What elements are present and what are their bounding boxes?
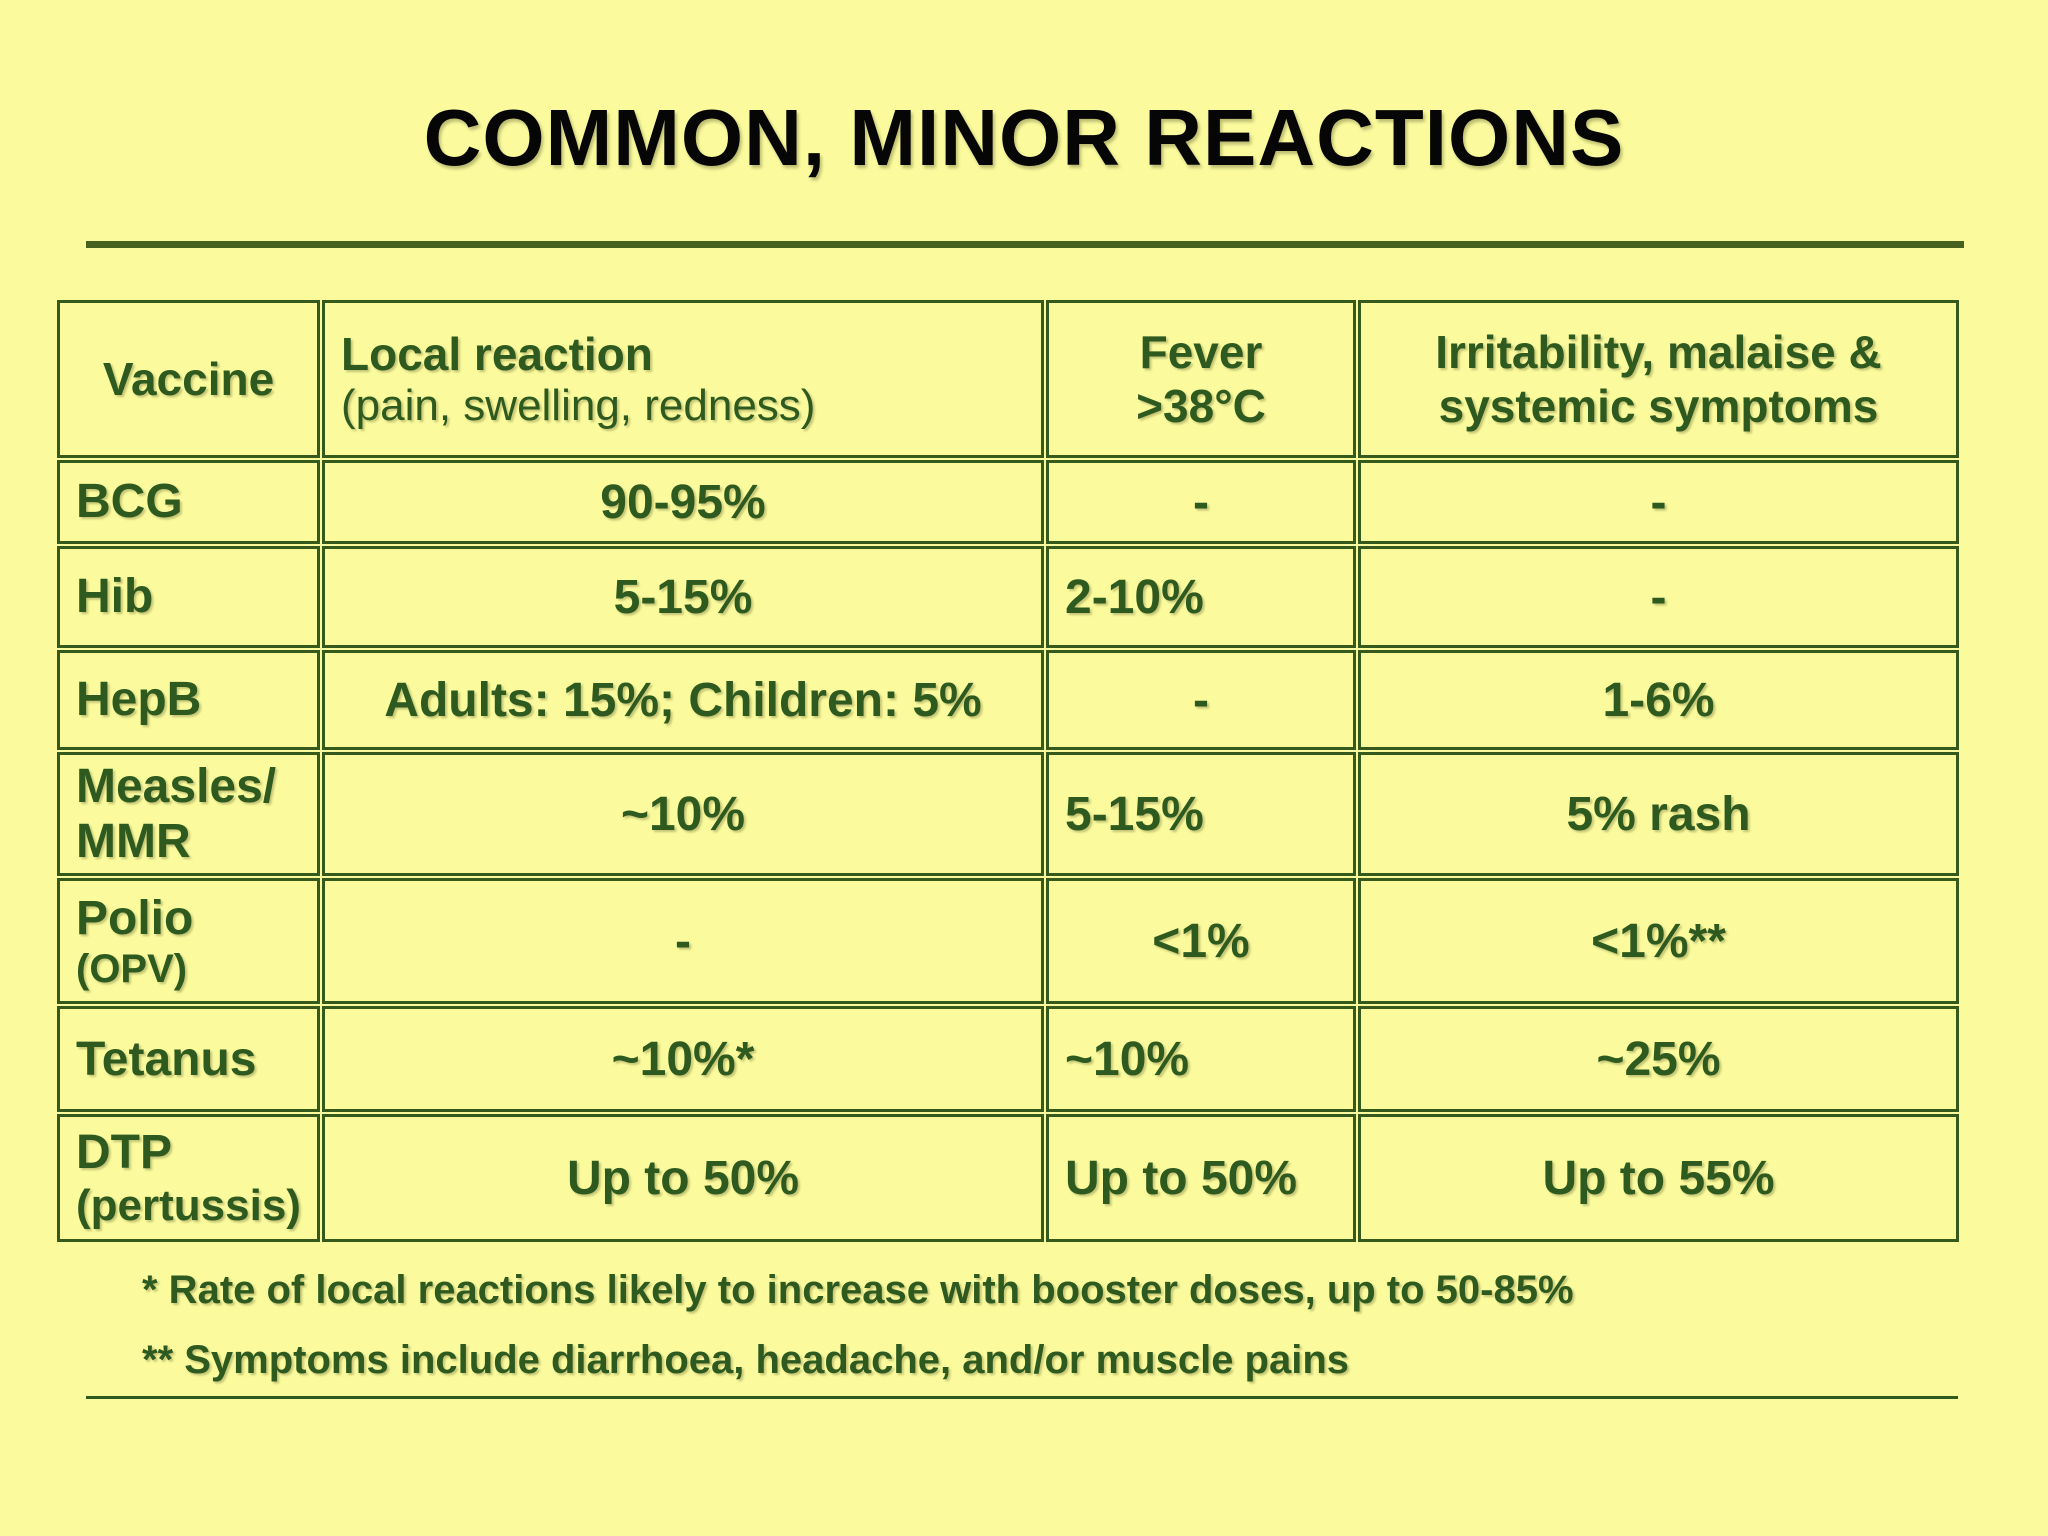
- local-cell: 5-15%: [322, 546, 1044, 648]
- fever-cell: 2-10%: [1046, 546, 1356, 648]
- fever-cell: ~10%: [1046, 1006, 1356, 1113]
- local-cell: Up to 50%: [322, 1114, 1044, 1243]
- systemic-cell: -: [1358, 546, 1959, 648]
- table-row-measles-mmr: Measles/ MMR ~10% 5-15% 5% rash: [57, 752, 1959, 877]
- vaccine-cell: HepB: [57, 650, 320, 750]
- vaccine-name: Measles/: [76, 760, 277, 813]
- vaccine-cell: Polio (OPV): [57, 878, 320, 1005]
- vaccine-subname: (OPV): [76, 946, 188, 991]
- vaccine-cell: Measles/ MMR: [57, 752, 320, 877]
- header-fever: Fever >38°C: [1046, 300, 1356, 458]
- vaccine-name: BCG: [76, 475, 183, 529]
- fever-cell: Up to 50%: [1046, 1114, 1356, 1243]
- title-divider: [86, 241, 1964, 248]
- fever-cell: 5-15%: [1046, 752, 1356, 877]
- local-cell: Adults: 15%; Children: 5%: [322, 650, 1044, 750]
- table-row-polio-opv: Polio (OPV) - <1% <1%**: [57, 878, 1959, 1005]
- slide-title: COMMON, MINOR REACTIONS: [423, 93, 1625, 182]
- local-cell: ~10%: [322, 752, 1044, 877]
- vaccine-cell: Tetanus: [57, 1006, 320, 1113]
- fever-cell: -: [1046, 460, 1356, 544]
- footnote-symptoms: ** Symptoms include diarrhoea, headache,…: [142, 1338, 1350, 1382]
- local-cell: -: [322, 878, 1044, 1005]
- header-systemic: Irritability, malaise & systemic symptom…: [1358, 300, 1959, 458]
- vaccine-name: Tetanus: [76, 1032, 257, 1086]
- header-systemic-line1: Irritability, malaise &: [1435, 326, 1882, 378]
- table-row-tetanus: Tetanus ~10%* ~10% ~25%: [57, 1006, 1959, 1113]
- vaccine-name: HepB: [76, 673, 202, 727]
- vaccine-name: DTP: [76, 1126, 172, 1180]
- local-cell: 90-95%: [322, 460, 1044, 544]
- vaccine-subname: (pertussis): [76, 1180, 301, 1230]
- vaccine-name: Hib: [76, 570, 154, 624]
- fever-cell: <1%: [1046, 878, 1356, 1005]
- header-systemic-line2: systemic symptoms: [1438, 380, 1879, 432]
- systemic-cell: 5% rash: [1358, 752, 1959, 877]
- systemic-cell: -: [1358, 460, 1959, 544]
- vaccine-name: Polio: [76, 891, 194, 945]
- vaccine-cell: DTP (pertussis): [57, 1114, 320, 1243]
- systemic-cell: Up to 55%: [1358, 1114, 1959, 1243]
- table-row-hib: Hib 5-15% 2-10% -: [57, 546, 1959, 648]
- header-vaccine: Vaccine: [57, 300, 320, 458]
- table-row-hepb: HepB Adults: 15%; Children: 5% - 1-6%: [57, 650, 1959, 750]
- vaccine-reactions-table: Vaccine Local reaction (pain, swelling, …: [55, 298, 1961, 1244]
- local-cell: ~10%*: [322, 1006, 1044, 1113]
- systemic-cell: ~25%: [1358, 1006, 1959, 1113]
- table-row-dtp-pertussis: DTP (pertussis) Up to 50% Up to 50% Up t…: [57, 1114, 1959, 1243]
- vaccine-cell: Hib: [57, 546, 320, 648]
- header-fever-line2: >38°C: [1136, 380, 1266, 432]
- systemic-cell: <1%**: [1358, 878, 1959, 1005]
- table-row-bcg: BCG 90-95% - -: [57, 460, 1959, 544]
- fever-cell: -: [1046, 650, 1356, 750]
- footnote-booster-doses: * Rate of local reactions likely to incr…: [142, 1268, 1574, 1312]
- header-local-line1: Local reaction: [341, 328, 653, 380]
- header-fever-line1: Fever: [1139, 326, 1263, 378]
- header-local-line2: (pain, swelling, redness): [341, 381, 816, 430]
- vaccine-cell: BCG: [57, 460, 320, 544]
- footnote-divider: [86, 1396, 1958, 1399]
- header-local-reaction: Local reaction (pain, swelling, redness): [322, 300, 1044, 458]
- systemic-cell: 1-6%: [1358, 650, 1959, 750]
- table-header-row: Vaccine Local reaction (pain, swelling, …: [57, 300, 1959, 458]
- vaccine-subname: MMR: [76, 815, 191, 869]
